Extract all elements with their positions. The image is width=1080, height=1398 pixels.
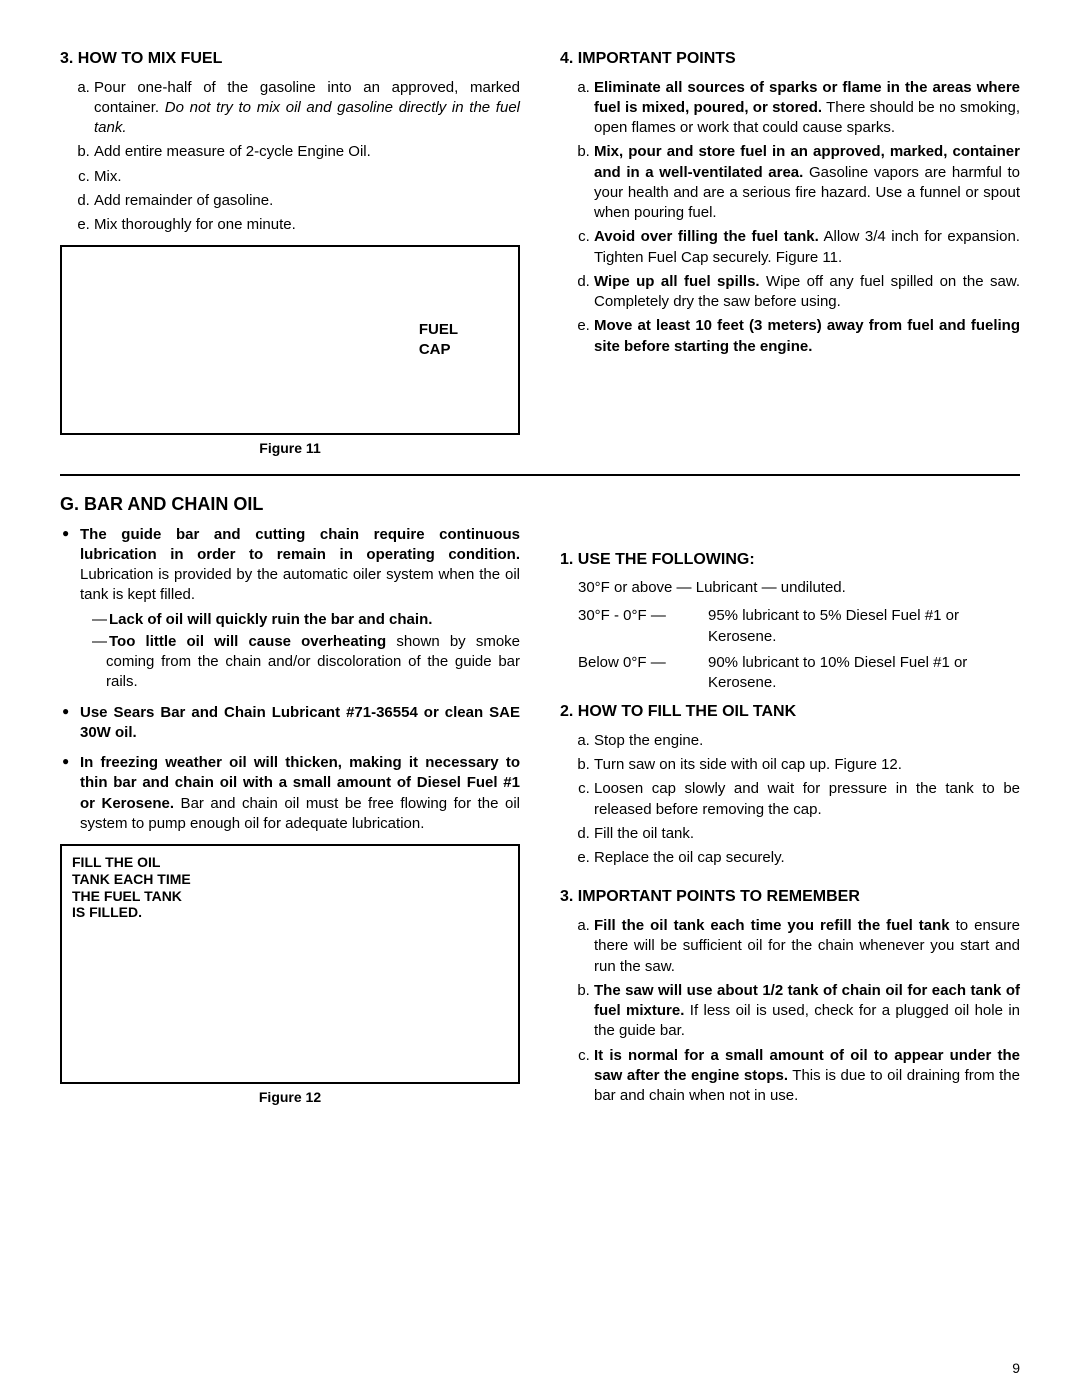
bullet-item: In freezing weather oil will thicken, ma…	[80, 753, 520, 834]
heading-remember: 3. IMPORTANT POINTS TO REMEMBER	[560, 886, 1020, 908]
col-right-2: 1. USE THE FOLLOWING: 30°F or above — Lu…	[560, 525, 1020, 1111]
fill-oil-item: Turn saw on its side with oil cap up. Fi…	[594, 755, 1020, 775]
dash-item: Too little oil will cause overheating sh…	[92, 632, 520, 693]
lubricant-row: Below 0°F — 90% lubricant to 10% Diesel …	[578, 653, 1020, 694]
figure-12-caption: Figure 12	[60, 1088, 520, 1107]
mix-fuel-list: Pour one-half of the gasoline into an ap…	[60, 78, 520, 236]
bar-chain-bullets: The guide bar and cutting chain require …	[60, 525, 520, 835]
figure-11-caption: Figure 11	[60, 439, 520, 458]
figure-11-box: FUEL CAP	[60, 245, 520, 435]
heading-mix-fuel: 3. HOW TO MIX FUEL	[60, 48, 520, 70]
bullet-item: Use Sears Bar and Chain Lubricant #71-36…	[80, 703, 520, 744]
important-points-list: Eliminate all sources of sparks or flame…	[560, 78, 1020, 357]
important-point-item: Avoid over filling the fuel tank. Allow …	[594, 227, 1020, 268]
dash-item: Lack of oil will quickly ruin the bar an…	[92, 610, 520, 630]
important-point-item: Eliminate all sources of sparks or flame…	[594, 78, 1020, 139]
fill-oil-item: Stop the engine.	[594, 731, 1020, 751]
fill-oil-item: Loosen cap slowly and wait for pressure …	[594, 779, 1020, 820]
upper-columns: 3. HOW TO MIX FUEL Pour one-half of the …	[60, 40, 1020, 458]
lubricant-table: 30°F or above — Lubricant — undiluted. 3…	[578, 578, 1020, 693]
heading-fill-oil: 2. HOW TO FILL THE OIL TANK	[560, 701, 1020, 723]
heading-section-g: G. BAR AND CHAIN OIL	[60, 492, 1020, 516]
lubricant-row: 30°F - 0°F — 95% lubricant to 5% Diesel …	[578, 606, 1020, 647]
fill-oil-item: Fill the oil tank.	[594, 824, 1020, 844]
figure-12-text: FILL THE OIL TANK EACH TIME THE FUEL TAN…	[72, 854, 508, 921]
remember-list: Fill the oil tank each time you refill t…	[560, 916, 1020, 1106]
mix-fuel-item: Mix.	[94, 167, 520, 187]
figure-12-box: FILL THE OIL TANK EACH TIME THE FUEL TAN…	[60, 844, 520, 1084]
important-point-item: Wipe up all fuel spills. Wipe off any fu…	[594, 272, 1020, 313]
col-left-2: The guide bar and cutting chain require …	[60, 525, 520, 1111]
mix-fuel-item: Add remainder of gasoline.	[94, 191, 520, 211]
dash-list: Lack of oil will quickly ruin the bar an…	[80, 610, 520, 693]
remember-item: The saw will use about 1/2 tank of chain…	[594, 981, 1020, 1042]
page-number: 9	[1012, 1359, 1020, 1378]
lubricant-row: 30°F or above — Lubricant — undiluted.	[578, 578, 1020, 598]
remember-item: Fill the oil tank each time you refill t…	[594, 916, 1020, 977]
mix-fuel-item: Add entire measure of 2-cycle Engine Oil…	[94, 142, 520, 162]
section-rule	[60, 474, 1020, 476]
important-point-item: Move at least 10 feet (3 meters) away fr…	[594, 316, 1020, 357]
fill-oil-list: Stop the engine. Turn saw on its side wi…	[560, 731, 1020, 869]
heading-use-following: 1. USE THE FOLLOWING:	[560, 549, 1020, 571]
important-point-item: Mix, pour and store fuel in an approved,…	[594, 142, 1020, 223]
col-right-1: 4. IMPORTANT POINTS Eliminate all source…	[560, 40, 1020, 458]
figure-11-label: FUEL CAP	[419, 320, 458, 361]
mix-fuel-item: Pour one-half of the gasoline into an ap…	[94, 78, 520, 139]
fill-oil-item: Replace the oil cap securely.	[594, 848, 1020, 868]
bullet-item: The guide bar and cutting chain require …	[80, 525, 520, 693]
col-left-1: 3. HOW TO MIX FUEL Pour one-half of the …	[60, 40, 520, 458]
remember-item: It is normal for a small amount of oil t…	[594, 1046, 1020, 1107]
mix-fuel-item: Mix thoroughly for one minute.	[94, 215, 520, 235]
heading-important-points: 4. IMPORTANT POINTS	[560, 48, 1020, 70]
lower-columns: The guide bar and cutting chain require …	[60, 525, 1020, 1111]
